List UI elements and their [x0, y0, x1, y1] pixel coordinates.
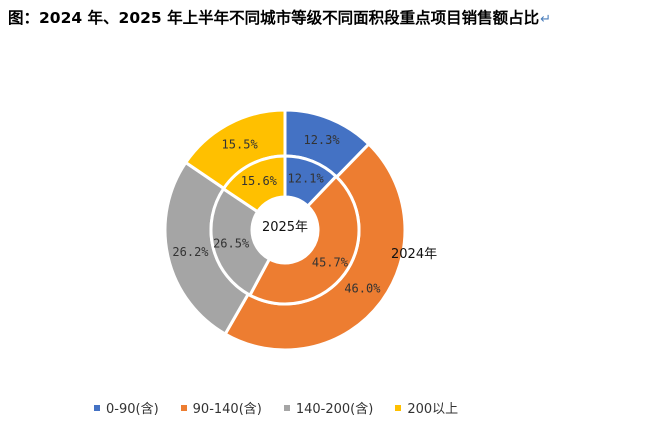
legend-swatch-2 — [283, 404, 290, 411]
legend-label-1: 90-140(含) — [192, 402, 262, 417]
legend-item-0: 0-90(含) — [94, 398, 159, 417]
inner-ring-slice-1 — [247, 174, 361, 306]
legend-swatch-1 — [180, 404, 187, 411]
legend-item-2: 140-200(含) — [283, 398, 374, 417]
inner-ring-series-label: 2025年 — [262, 220, 308, 235]
legend-label-0: 0-90(含) — [106, 402, 159, 417]
inner-ring-data-label-1: 45.7% — [312, 256, 349, 270]
legend-swatch-3 — [395, 404, 402, 411]
inner-ring-data-label-3: 15.6% — [241, 174, 278, 188]
return-mark-icon: ↵ — [540, 12, 551, 27]
outer-ring-data-label-1: 46.0% — [344, 281, 381, 295]
inner-ring-slice-2 — [209, 186, 272, 298]
chart-title-text: 图：2024 年、2025 年上半年不同城市等级不同面积段重点项目销售额占比 — [8, 9, 540, 27]
legend-item-3: 200以上 — [395, 398, 458, 417]
inner-ring-data-label-0: 12.1% — [288, 171, 325, 185]
outer-ring-series-label: 2024年 — [391, 247, 437, 262]
outer-ring-data-label-3: 15.5% — [222, 137, 259, 151]
legend-swatch-0 — [94, 404, 100, 411]
legend-label-2: 140-200(含) — [295, 402, 374, 417]
inner-ring-data-label-2: 26.5% — [213, 236, 250, 250]
legend-label-3: 200以上 — [407, 402, 459, 417]
chart-legend: 0-90(含) 90-140(含) 140-200(含) 200以上 — [94, 398, 458, 417]
legend-item-1: 90-140(含) — [180, 398, 262, 417]
inner-ring-slice-3 — [221, 154, 287, 214]
chart-title: 图：2024 年、2025 年上半年不同城市等级不同面积段重点项目销售额占比↵ — [8, 6, 551, 28]
outer-ring-data-label-0: 12.3% — [303, 133, 340, 147]
outer-ring-data-label-2: 26.2% — [172, 245, 209, 259]
